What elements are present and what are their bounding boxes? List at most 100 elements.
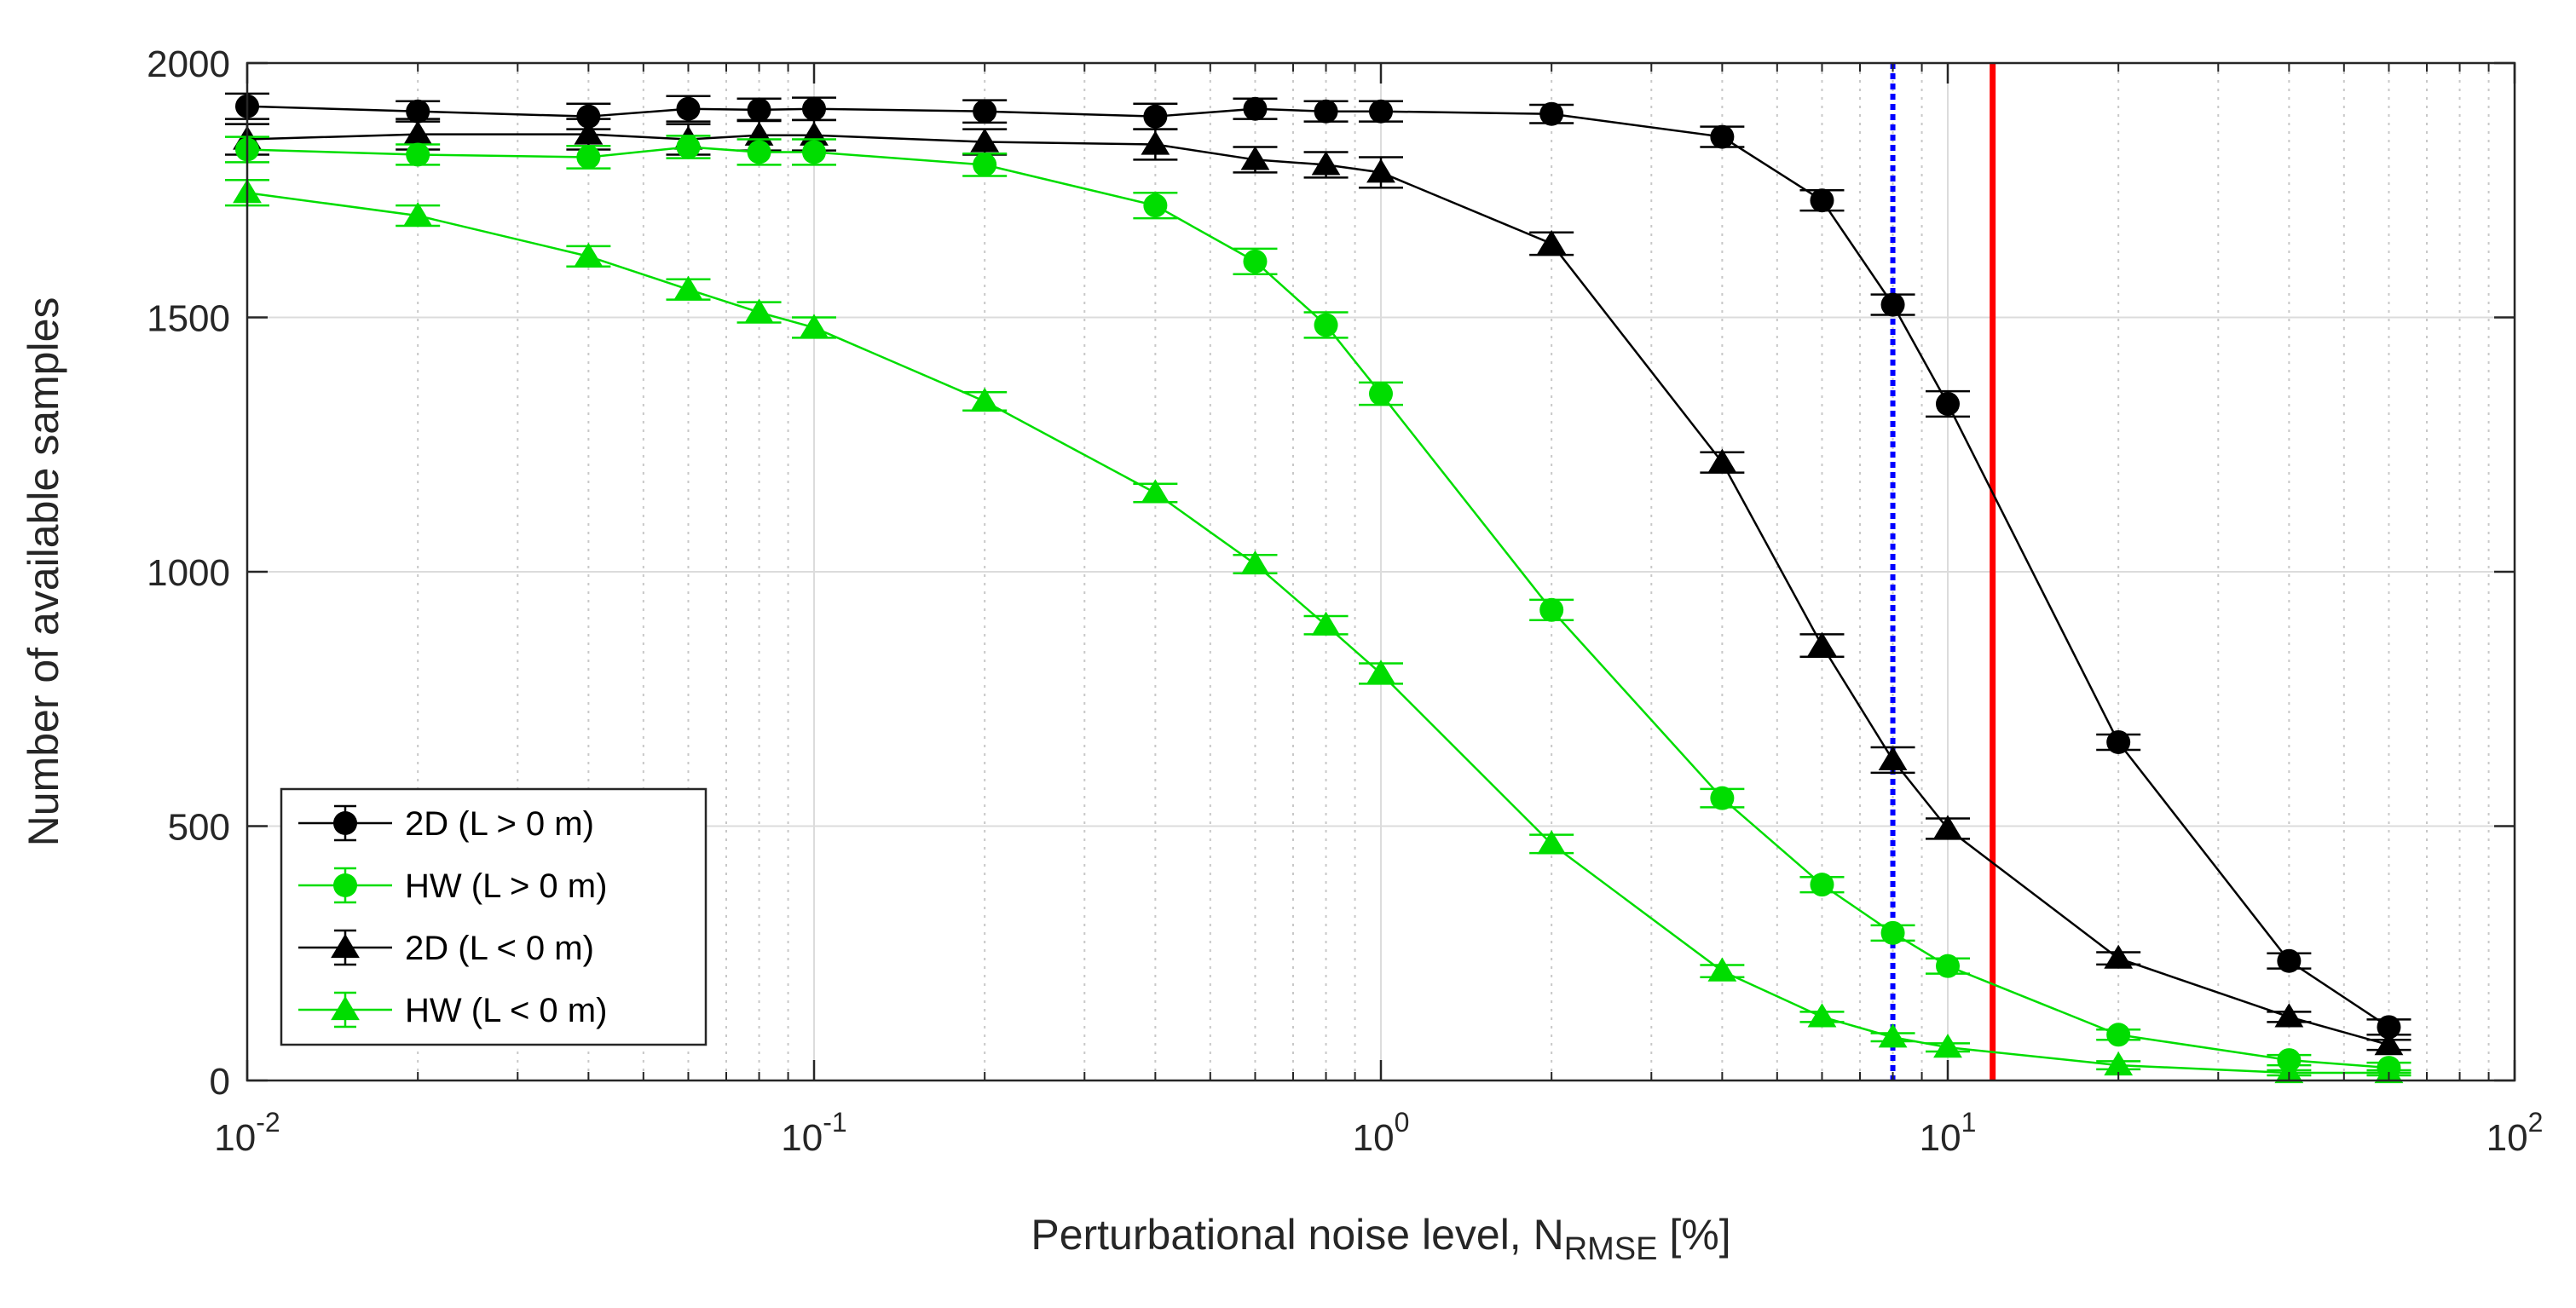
x-tick-label-base: 10	[2486, 1117, 2528, 1159]
data-point	[403, 120, 433, 145]
data-point	[802, 140, 826, 164]
data-point	[673, 275, 703, 300]
data-point	[1243, 249, 1268, 274]
series-layer	[225, 92, 2411, 1084]
x-tick-label-exponent: 0	[1395, 1107, 1410, 1138]
data-point	[1707, 448, 1737, 473]
data-point	[2104, 944, 2134, 969]
data-point	[406, 142, 430, 167]
legend-label: HW (L < 0 m)	[405, 992, 607, 1029]
data-point	[1366, 660, 1395, 684]
data-point	[1710, 124, 1735, 149]
data-point	[1311, 151, 1341, 176]
data-point	[1810, 188, 1834, 213]
y-tick-label: 0	[210, 1061, 230, 1103]
data-point	[2377, 1056, 2401, 1080]
x-axis-label-subscript: RMSE	[1564, 1231, 1658, 1267]
data-point	[970, 128, 1000, 153]
data-point	[1240, 550, 1270, 575]
data-point	[1369, 382, 1393, 406]
data-point	[1537, 830, 1567, 855]
data-point	[1807, 1003, 1837, 1028]
data-point	[973, 153, 997, 177]
reference-lines	[1890, 63, 1996, 1080]
data-point	[1369, 99, 1393, 124]
y-tick-label: 1500	[147, 298, 230, 340]
data-point	[1880, 920, 1905, 945]
data-point	[574, 120, 604, 145]
data-point	[1243, 96, 1268, 121]
data-point	[747, 97, 771, 122]
x-tick-label-base: 10	[1920, 1117, 1961, 1159]
data-point	[1878, 746, 1908, 770]
data-point	[2274, 1003, 2304, 1028]
x-tick-label-base: 10	[214, 1117, 256, 1159]
x-tick-label-exponent: 1	[1961, 1107, 1977, 1138]
ticks	[245, 61, 2516, 1082]
x-tick-label-exponent: 2	[2528, 1107, 2544, 1138]
x-axis-label: Perturbational noise level, NRMSE [%]	[1031, 1211, 1730, 1267]
data-point	[2106, 729, 2131, 754]
legend-entry-2d-l-0-m: 2D (L > 0 m)	[298, 804, 594, 843]
y-axis-label: Number of available samples	[20, 297, 67, 847]
data-point	[2377, 1015, 2401, 1040]
data-point	[1707, 957, 1737, 982]
data-point	[1880, 292, 1905, 317]
y-tick-label: 2000	[147, 43, 230, 85]
legend-marker	[333, 811, 357, 835]
data-point	[1141, 130, 1170, 155]
data-point	[576, 104, 601, 129]
data-point	[676, 96, 701, 121]
legend: 2D (L > 0 m) HW (L > 0 m) 2D (L < 0 m) HW (…	[280, 787, 708, 1046]
data-point	[2277, 948, 2302, 973]
data-point	[2104, 1051, 2134, 1076]
x-tick-label-base: 10	[1353, 1117, 1395, 1159]
x-axis-label-suffix: [%]	[1658, 1211, 1731, 1259]
data-point	[747, 140, 771, 164]
data-point	[744, 298, 774, 323]
data-point	[970, 387, 1000, 412]
data-point	[2374, 1031, 2404, 1056]
legend-marker	[333, 873, 357, 897]
legend-entry-hw-l-0-m: HW (L < 0 m)	[298, 991, 607, 1029]
data-point	[676, 135, 701, 159]
data-point	[1936, 954, 1960, 978]
data-point	[576, 145, 601, 170]
legend-label: 2D (L > 0 m)	[405, 805, 594, 843]
data-point	[1933, 815, 1962, 839]
legend-marker	[331, 995, 360, 1021]
data-point	[2277, 1048, 2302, 1073]
x-axis-label-main: Perturbational noise level, N	[1031, 1211, 1563, 1259]
data-point	[973, 99, 997, 124]
x-tick-label-exponent: -1	[823, 1107, 846, 1138]
data-point	[1143, 193, 1168, 218]
legend-entry-2d-l-0-m: 2D (L < 0 m)	[298, 929, 594, 967]
series-hw-l-0-m	[225, 135, 2411, 1080]
data-point	[1141, 479, 1170, 504]
data-point	[403, 202, 433, 227]
x-tick-label: 102	[2486, 1107, 2544, 1159]
data-point	[1936, 391, 1960, 416]
data-point	[1314, 99, 1338, 124]
data-point	[802, 96, 826, 121]
data-point	[574, 242, 604, 267]
data-point	[1314, 313, 1338, 337]
x-tick-label-base: 10	[781, 1117, 823, 1159]
data-point	[1710, 786, 1735, 810]
data-point	[1143, 104, 1168, 129]
series-2d-l-0-m	[225, 92, 2411, 1040]
x-tick-label: 10-2	[214, 1107, 280, 1159]
data-point	[1539, 597, 1564, 622]
y-tick-label: 1000	[147, 552, 230, 594]
data-point	[800, 314, 829, 338]
data-point	[1311, 611, 1341, 636]
data-point	[406, 99, 430, 124]
x-tick-label-exponent: -2	[256, 1107, 280, 1138]
legend-label: HW (L > 0 m)	[405, 867, 607, 905]
legend-marker	[331, 933, 360, 959]
data-point	[2106, 1023, 2131, 1047]
data-point	[1537, 229, 1567, 255]
legend-entry-hw-l-0-m: HW (L > 0 m)	[298, 867, 607, 905]
x-tick-label: 100	[1353, 1107, 1410, 1159]
